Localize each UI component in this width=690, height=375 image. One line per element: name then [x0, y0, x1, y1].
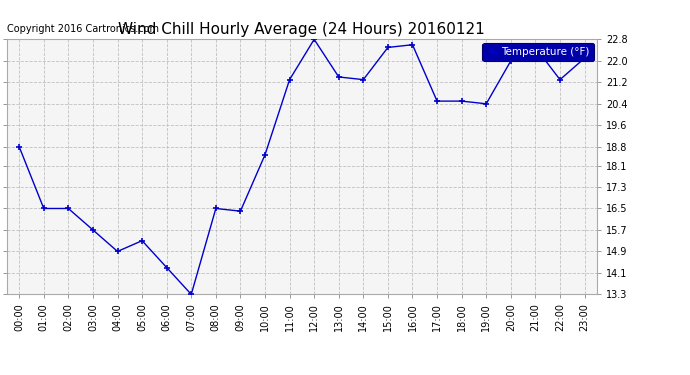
Legend: Temperature (°F): Temperature (°F): [482, 42, 593, 61]
Text: Copyright 2016 Cartronics.com: Copyright 2016 Cartronics.com: [7, 24, 159, 34]
Title: Wind Chill Hourly Average (24 Hours) 20160121: Wind Chill Hourly Average (24 Hours) 201…: [119, 22, 485, 37]
